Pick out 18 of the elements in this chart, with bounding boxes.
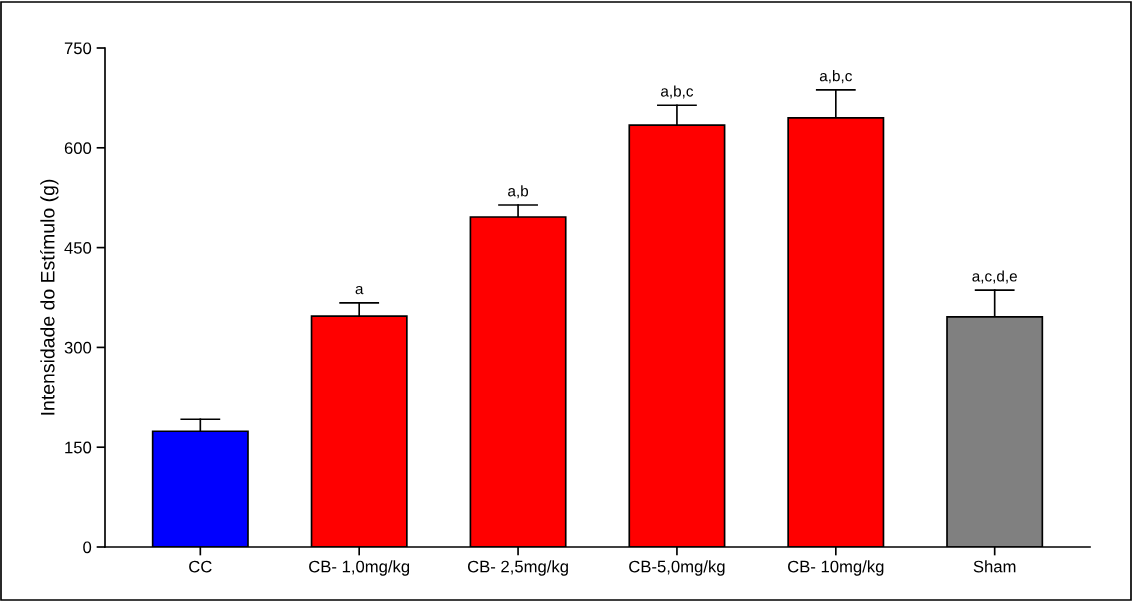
x-tick-label: CB- 10mg/kg [788, 560, 884, 576]
y-tick-label: 450 [64, 242, 92, 254]
y-tick-label: 150 [65, 441, 92, 454]
x-tick-label: CB- 1,0mg/kg [309, 560, 410, 576]
annotation: a,b,c [819, 70, 852, 84]
annotation: a,b [508, 185, 529, 199]
y-axis-title: Intensidade do Estímulo (g) [40, 179, 59, 415]
x-tick-label: CB- 2,5mg/kg [467, 560, 568, 576]
x-tick-label: Sham [973, 560, 1016, 573]
y-tick-label: 600 [64, 142, 92, 154]
y-tick-label: 750 [64, 42, 92, 55]
x-tick-label: CB-5,0mg/kg [629, 560, 725, 576]
y-tick-label: 300 [64, 341, 92, 354]
annotation: a [355, 285, 364, 295]
y-tick-label: 0 [83, 541, 92, 554]
annotation: a,b,c [661, 85, 694, 99]
x-tick-label: CC [189, 560, 212, 573]
annotation: a,c,d,e [972, 270, 1017, 284]
